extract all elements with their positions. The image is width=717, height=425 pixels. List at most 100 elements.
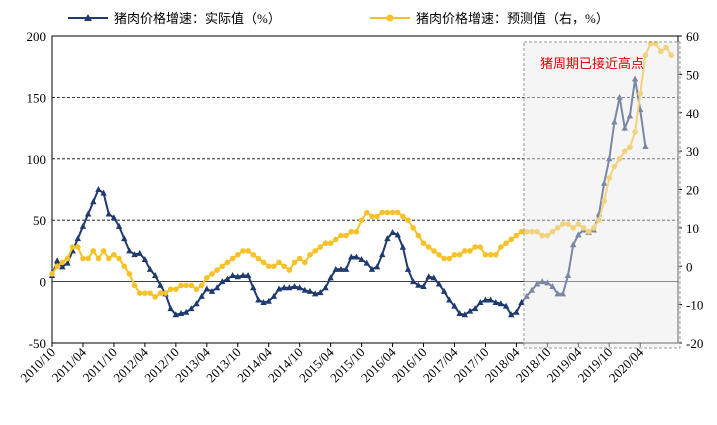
point: [250, 284, 257, 291]
point: [271, 263, 277, 270]
point: [379, 251, 386, 258]
point: [529, 228, 535, 235]
y2-tick-label: 20: [686, 183, 699, 198]
point: [348, 228, 355, 235]
point: [601, 198, 607, 204]
point: [477, 298, 484, 305]
point: [570, 225, 576, 231]
point: [420, 283, 427, 290]
point: [399, 243, 407, 250]
point: [487, 251, 494, 258]
point: [142, 290, 148, 296]
point: [317, 244, 324, 250]
point: [198, 282, 205, 289]
point: [213, 284, 221, 291]
point: [611, 118, 618, 125]
point: [131, 282, 138, 289]
point: [394, 231, 401, 238]
point: [337, 265, 345, 272]
point: [502, 302, 510, 309]
point: [400, 213, 406, 220]
point: [621, 124, 628, 131]
point: [405, 217, 411, 223]
point: [451, 302, 458, 309]
point: [296, 284, 303, 291]
point: [415, 232, 422, 239]
point: [632, 129, 638, 135]
point: [224, 259, 231, 266]
point: [157, 281, 164, 288]
point: [440, 287, 448, 294]
point: [182, 308, 190, 315]
point: [74, 235, 81, 242]
point: [219, 263, 226, 270]
point: [152, 294, 158, 300]
point: [141, 255, 149, 262]
point: [59, 263, 66, 270]
point: [244, 271, 252, 278]
point: [54, 263, 60, 270]
point: [64, 259, 71, 266]
point: [523, 228, 530, 235]
point: [224, 275, 231, 282]
point: [575, 221, 582, 227]
point: [312, 248, 318, 254]
legend-marker: [386, 14, 394, 22]
point: [105, 210, 112, 217]
point: [80, 255, 86, 262]
y-tick-label: 200: [27, 29, 47, 44]
point: [498, 244, 504, 250]
point: [611, 163, 618, 170]
point: [596, 217, 602, 223]
point: [353, 228, 360, 235]
point: [177, 310, 185, 317]
point: [621, 148, 628, 154]
point: [302, 259, 308, 266]
point: [307, 251, 313, 258]
point: [431, 248, 437, 254]
point: [534, 228, 540, 235]
point: [131, 251, 138, 258]
legend-marker: [84, 14, 92, 21]
point: [183, 282, 189, 289]
point: [363, 209, 370, 216]
point: [456, 251, 463, 258]
point: [136, 290, 143, 296]
point: [374, 213, 380, 220]
point: [208, 287, 216, 294]
y-tick-label: 0: [40, 275, 47, 290]
point: [565, 221, 571, 227]
y2-tick-label: 40: [686, 106, 699, 121]
point: [75, 244, 81, 250]
point: [492, 251, 499, 258]
y2-tick-label: -10: [686, 298, 703, 313]
point: [95, 255, 102, 262]
point: [528, 286, 536, 293]
point: [497, 300, 505, 307]
point: [554, 225, 561, 231]
y2-tick-label: 10: [686, 221, 699, 236]
point: [559, 290, 567, 297]
point: [513, 308, 520, 315]
point: [327, 240, 334, 247]
point: [301, 286, 309, 293]
y2-tick-label: 0: [686, 259, 693, 274]
point: [343, 232, 349, 239]
point: [306, 287, 314, 294]
point: [363, 259, 370, 266]
point: [420, 240, 427, 247]
point: [430, 274, 438, 281]
point: [456, 310, 463, 317]
point: [193, 300, 200, 307]
point: [291, 259, 298, 266]
point: [523, 292, 530, 299]
point: [544, 279, 551, 286]
point: [198, 292, 205, 299]
point: [69, 244, 76, 250]
point: [503, 240, 509, 247]
y-tick-label: -50: [29, 336, 46, 351]
point: [250, 251, 257, 258]
point: [265, 263, 272, 270]
point: [358, 255, 365, 262]
